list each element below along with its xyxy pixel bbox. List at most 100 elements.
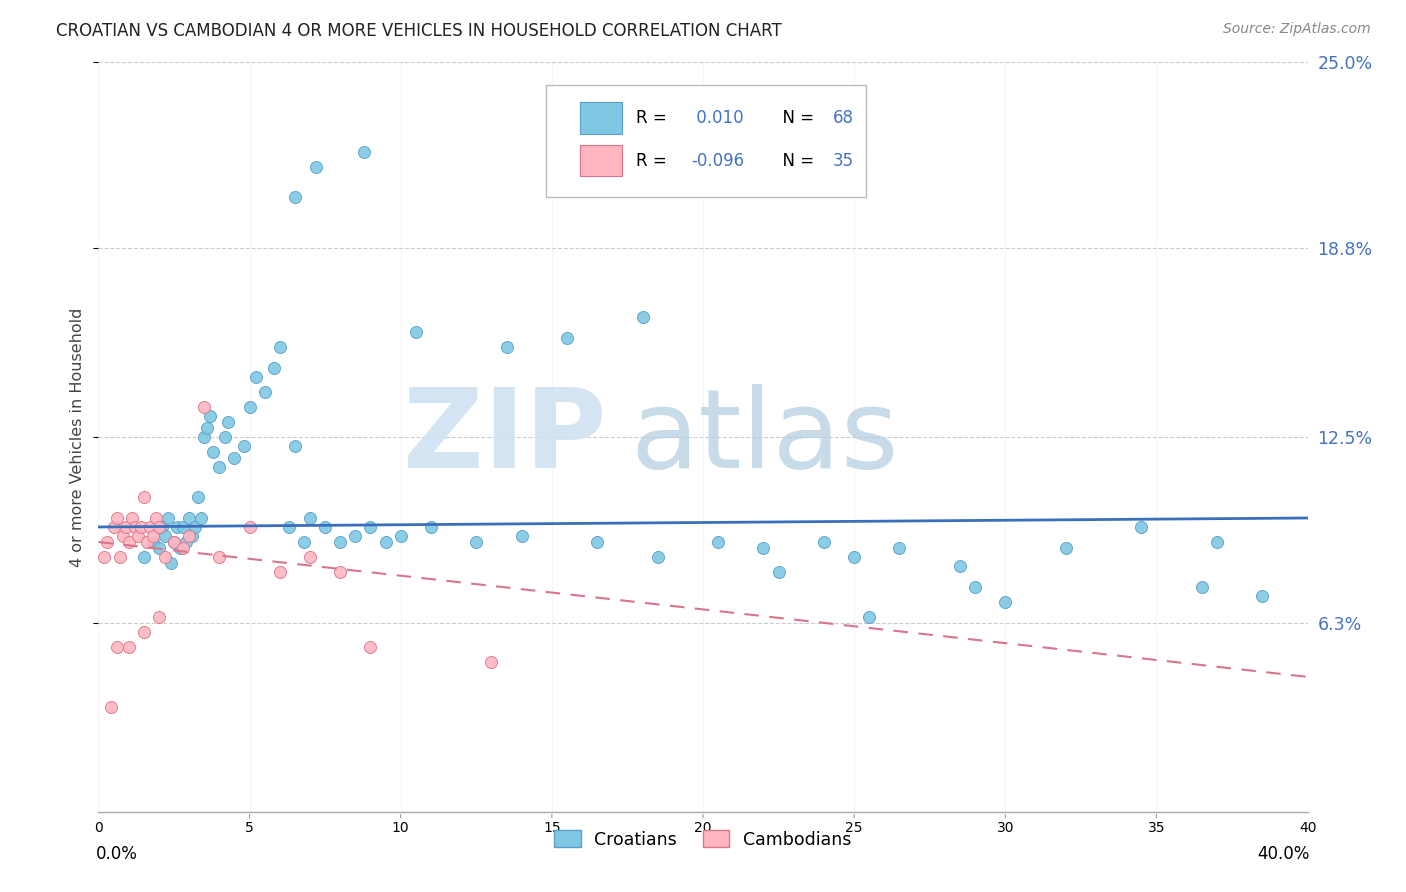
Point	[360, 640, 382, 654]
Point	[253, 385, 276, 400]
Point	[118, 535, 141, 549]
Point	[108, 549, 131, 564]
Point	[631, 310, 654, 325]
Point	[105, 640, 128, 654]
Point	[190, 511, 212, 525]
Point	[163, 535, 186, 549]
Point	[124, 520, 146, 534]
Point	[193, 400, 215, 414]
Point	[139, 520, 162, 534]
FancyBboxPatch shape	[579, 145, 621, 177]
Text: atlas: atlas	[630, 384, 898, 491]
Point	[93, 549, 115, 564]
Text: 0.0%: 0.0%	[96, 846, 138, 863]
Point	[389, 529, 412, 543]
Point	[187, 490, 209, 504]
Point	[156, 511, 179, 525]
FancyBboxPatch shape	[546, 85, 866, 197]
Point	[405, 325, 427, 339]
Point	[813, 535, 835, 549]
Point	[148, 520, 170, 534]
Point	[132, 490, 155, 504]
Point	[208, 460, 231, 475]
Point	[142, 535, 165, 549]
Point	[299, 549, 322, 564]
Point	[481, 655, 503, 669]
Point	[179, 511, 201, 525]
Text: R =: R =	[637, 152, 672, 169]
Point	[208, 549, 231, 564]
Point	[96, 535, 118, 549]
Point	[374, 535, 396, 549]
Point	[314, 520, 336, 534]
Point	[172, 520, 194, 534]
Point	[586, 535, 609, 549]
Text: ZIP: ZIP	[404, 384, 606, 491]
Point	[647, 549, 669, 564]
Point	[329, 535, 352, 549]
Point	[752, 541, 775, 555]
Point	[858, 610, 880, 624]
FancyBboxPatch shape	[579, 103, 621, 134]
Point	[184, 520, 207, 534]
Point	[965, 580, 987, 594]
Point	[269, 340, 291, 354]
Text: 0.010: 0.010	[690, 109, 744, 127]
Point	[132, 549, 155, 564]
Point	[420, 520, 443, 534]
Point	[148, 541, 170, 555]
Legend: Croatians, Cambodians: Croatians, Cambodians	[547, 823, 859, 855]
Point	[174, 535, 197, 549]
Point	[202, 445, 225, 459]
Point	[105, 511, 128, 525]
Point	[360, 520, 382, 534]
Point	[181, 529, 204, 543]
Text: CROATIAN VS CAMBODIAN 4 OR MORE VEHICLES IN HOUSEHOLD CORRELATION CHART: CROATIAN VS CAMBODIAN 4 OR MORE VEHICLES…	[56, 22, 782, 40]
Point	[1206, 535, 1229, 549]
Y-axis label: 4 or more Vehicles in Household: 4 or more Vehicles in Household	[70, 308, 86, 566]
Point	[193, 430, 215, 444]
Point	[217, 415, 239, 429]
Text: 40.0%: 40.0%	[1257, 846, 1310, 863]
Point	[148, 610, 170, 624]
Point	[163, 535, 186, 549]
Point	[239, 400, 262, 414]
Point	[160, 556, 183, 570]
Point	[121, 511, 143, 525]
Point	[994, 595, 1017, 609]
Text: 68: 68	[832, 109, 853, 127]
Point	[284, 439, 307, 453]
Point	[299, 511, 322, 525]
Point	[145, 511, 167, 525]
Point	[153, 549, 176, 564]
Text: N =: N =	[772, 109, 820, 127]
Point	[1251, 589, 1274, 603]
Point	[353, 145, 375, 160]
Point	[844, 549, 866, 564]
Point	[707, 535, 730, 549]
Point	[169, 541, 191, 555]
Point	[949, 558, 972, 573]
Point	[292, 535, 315, 549]
Point	[1191, 580, 1213, 594]
Point	[150, 520, 173, 534]
Point	[232, 439, 254, 453]
Point	[179, 529, 201, 543]
Text: -0.096: -0.096	[690, 152, 744, 169]
Point	[1130, 520, 1153, 534]
Point	[200, 409, 222, 423]
Point	[111, 529, 134, 543]
Point	[245, 370, 267, 384]
Text: Source: ZipAtlas.com: Source: ZipAtlas.com	[1223, 22, 1371, 37]
Point	[100, 699, 122, 714]
Point	[114, 520, 136, 534]
Point	[135, 535, 157, 549]
Point	[172, 541, 194, 555]
Point	[495, 340, 517, 354]
Point	[1054, 541, 1077, 555]
Point	[465, 535, 488, 549]
Text: 35: 35	[832, 152, 853, 169]
Point	[118, 640, 141, 654]
Point	[166, 520, 188, 534]
Point	[344, 529, 367, 543]
